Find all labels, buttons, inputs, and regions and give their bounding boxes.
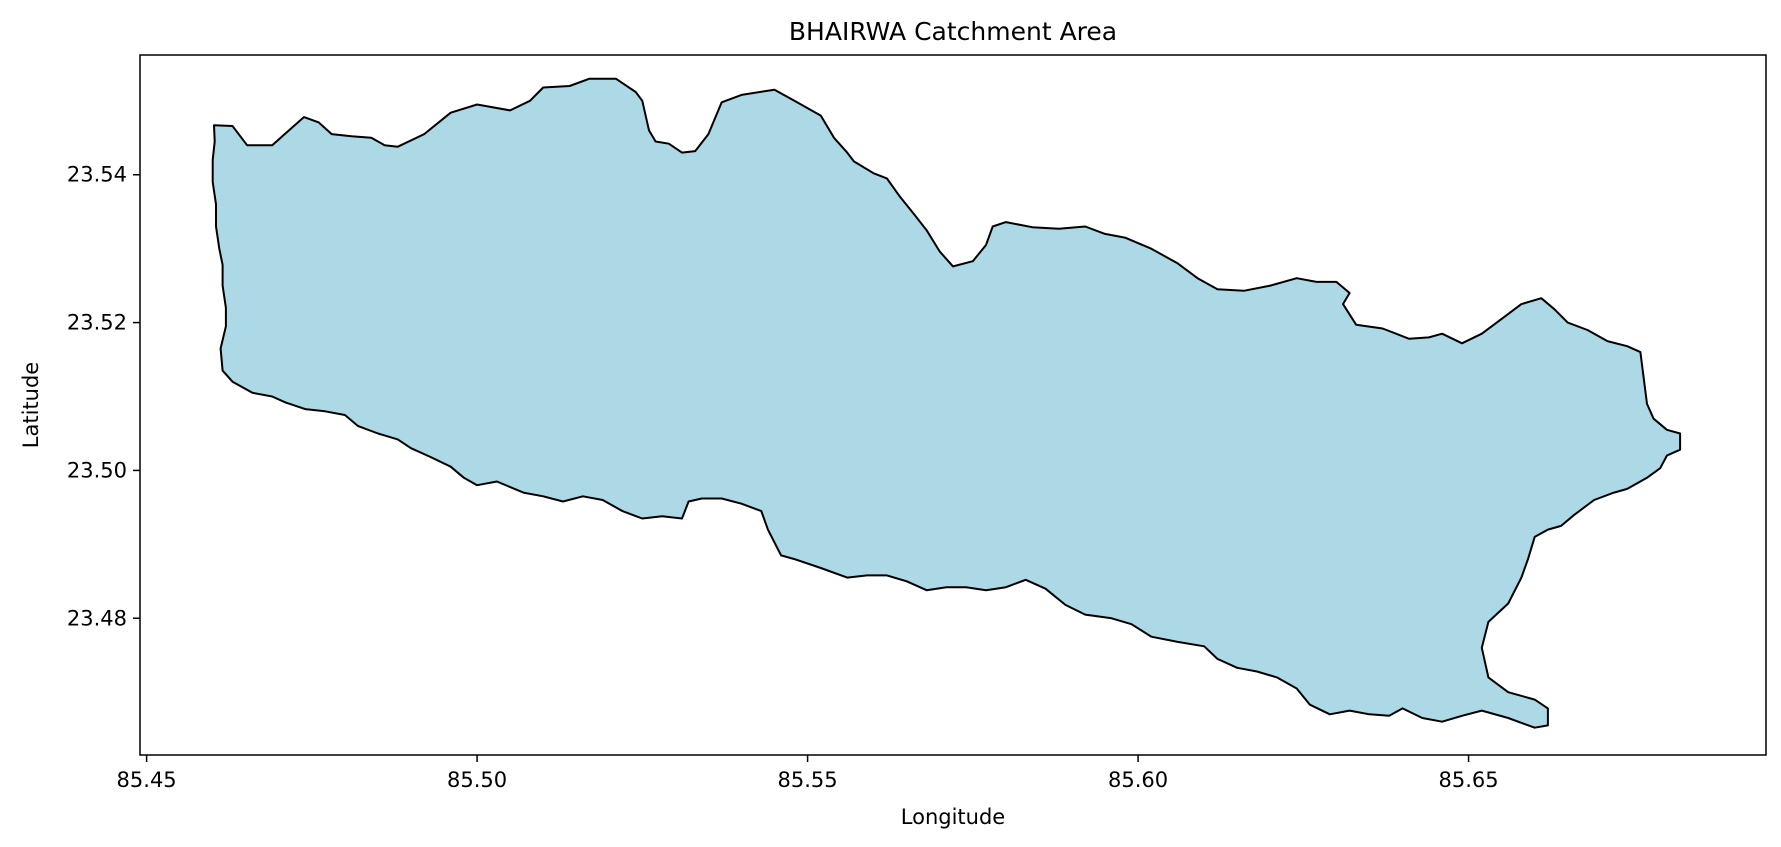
plot-area: [211, 77, 1682, 729]
plot-frame: [139, 54, 1767, 756]
x-axis-label: Longitude: [901, 805, 1005, 829]
x-tick-label: 85.50: [447, 768, 507, 792]
x-tick-label: 85.45: [117, 768, 177, 792]
y-tick-label: 23.48: [67, 606, 127, 630]
y-tick-label: 23.54: [67, 163, 127, 187]
plot-title: BHAIRWA Catchment Area: [789, 17, 1117, 46]
y-tick-label: 23.52: [67, 311, 127, 335]
y-axis-label: Latitude: [19, 362, 43, 448]
x-axis: 85.45 85.50 85.55 85.60 85.65: [117, 755, 1499, 792]
x-tick-label: 85.60: [1108, 768, 1168, 792]
catchment-polygon[interactable]: [211, 77, 1682, 729]
y-tick-label: 23.50: [67, 458, 127, 482]
x-tick-label: 85.65: [1438, 768, 1498, 792]
x-tick-label: 85.55: [778, 768, 838, 792]
y-axis: 23.54 23.52 23.50 23.48: [67, 163, 140, 630]
